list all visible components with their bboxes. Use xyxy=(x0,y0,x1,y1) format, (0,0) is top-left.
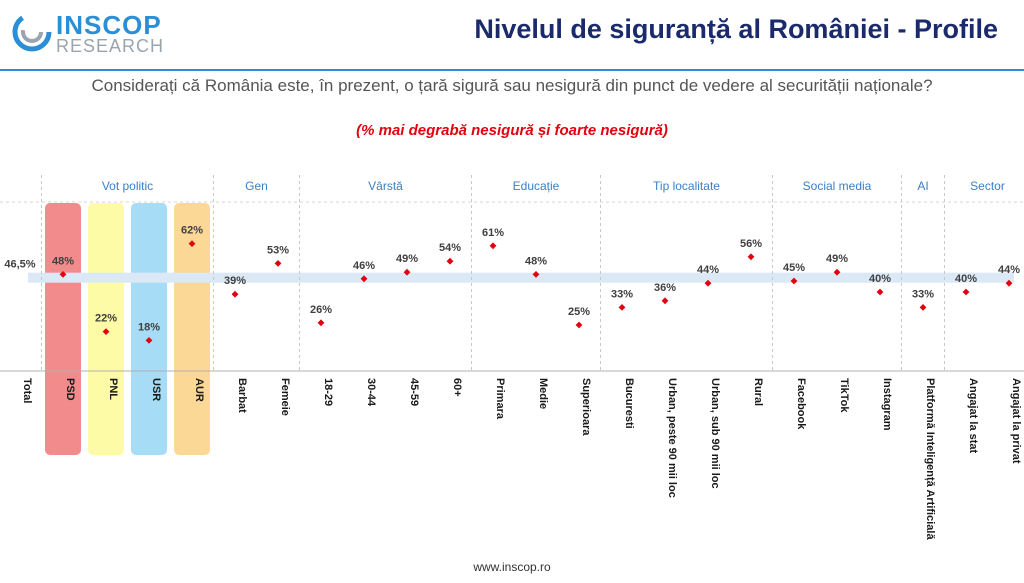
category-label: Superioara xyxy=(580,378,592,436)
data-label: 49% xyxy=(396,253,418,265)
data-label: 62% xyxy=(181,225,203,237)
category-label: AUR xyxy=(193,378,205,402)
category-label: PSD xyxy=(64,378,76,401)
category-label: Angajat la stat xyxy=(967,378,979,454)
data-label: 22% xyxy=(95,313,117,325)
profile-chart-svg: Vot politic Gen Vârstă Educație Tip localita… xyxy=(0,175,1024,540)
group-label: Tip localitate xyxy=(653,179,720,193)
data-point xyxy=(747,253,755,261)
group-label: Vot politic xyxy=(102,179,153,193)
page-title: Nivelul de siguranță al României - Profi… xyxy=(474,14,998,44)
category-label: 60+ xyxy=(451,378,463,397)
category-label: PNL xyxy=(107,378,119,400)
data-label: 33% xyxy=(912,288,934,300)
category-label: Primara xyxy=(494,378,506,420)
data-point xyxy=(575,321,583,329)
data-label: 44% xyxy=(998,264,1020,276)
group-label: AI xyxy=(917,179,928,193)
data-label: 46,5% xyxy=(4,259,35,271)
data-label: 61% xyxy=(482,227,504,239)
data-point xyxy=(317,319,325,327)
baseline-band xyxy=(28,272,1014,283)
data-label: 18% xyxy=(138,321,160,333)
category-label: Facebook xyxy=(795,378,807,430)
data-label: 44% xyxy=(697,264,719,276)
category-label: Platformă Inteligență Artificială xyxy=(924,378,936,540)
category-label: Medie xyxy=(537,378,549,409)
logo-wordmark-bottom: RESEARCH xyxy=(56,36,165,56)
data-point xyxy=(59,271,67,278)
data-label: 54% xyxy=(439,242,461,254)
category-label: Femeie xyxy=(279,378,291,416)
data-label: 40% xyxy=(869,273,891,285)
highlight-bar xyxy=(45,203,81,455)
data-point xyxy=(962,288,970,296)
category-label: Bucuresti xyxy=(623,378,635,429)
logo-swirl-icon xyxy=(12,12,52,52)
data-point xyxy=(274,260,282,267)
footer-url[interactable]: www.inscop.ro xyxy=(473,560,551,574)
data-point xyxy=(1005,279,1013,287)
data-point xyxy=(661,297,669,305)
data-point xyxy=(145,337,153,344)
data-point xyxy=(446,257,454,265)
data-point xyxy=(876,288,884,296)
chart-subtitle: (% mai degrabă nesigură și foarte nesigu… xyxy=(356,122,668,139)
category-label: TikTok xyxy=(838,378,850,413)
category-label: 45-59 xyxy=(408,378,420,406)
data-point xyxy=(919,304,927,311)
group-label: Gen xyxy=(245,179,268,193)
group-label: Social media xyxy=(803,179,872,193)
category-label: Instagram xyxy=(881,378,893,431)
data-label: 48% xyxy=(525,255,547,267)
survey-question: Considerați că România este, în prezent,… xyxy=(91,76,933,95)
data-point xyxy=(102,328,110,335)
data-point xyxy=(618,304,626,311)
data-label: 46% xyxy=(353,260,375,272)
group-label: Educație xyxy=(513,179,560,193)
category-label: 18-29 xyxy=(322,378,334,406)
profile-chart: Vot politic Gen Vârstă Educație Tip localita… xyxy=(0,170,1024,560)
category-label: Angajat la privat xyxy=(1010,378,1022,464)
category-label: USR xyxy=(150,378,162,401)
highlight-bar xyxy=(174,203,210,455)
data-label: 45% xyxy=(783,262,805,274)
data-point xyxy=(403,268,411,276)
data-label: 49% xyxy=(826,253,848,265)
data-point xyxy=(360,275,368,283)
data-label: 48% xyxy=(52,255,74,267)
data-label: 33% xyxy=(611,288,633,300)
data-label: 26% xyxy=(310,304,332,316)
category-label: Barbat xyxy=(236,378,248,413)
header-divider xyxy=(0,69,1024,71)
data-label: 53% xyxy=(267,244,289,256)
data-point xyxy=(704,279,712,287)
logo-wordmark-top: INSCOP xyxy=(56,10,162,40)
category-label: Urban, sub 90 mii loc xyxy=(709,378,721,489)
data-point xyxy=(231,290,239,298)
data-label: 36% xyxy=(654,282,676,294)
highlight-bar xyxy=(131,203,167,455)
data-label: 56% xyxy=(740,238,762,250)
data-label: 39% xyxy=(224,275,246,287)
category-label: Rural xyxy=(752,378,764,406)
data-label: 25% xyxy=(568,306,590,318)
group-label: Sector xyxy=(970,179,1005,193)
data-point xyxy=(489,242,497,250)
group-label: Vârstă xyxy=(368,179,403,193)
category-label: Urban, peste 90 mii loc xyxy=(666,378,678,498)
category-label: 30-44 xyxy=(365,378,377,407)
category-label: Total xyxy=(21,378,33,403)
inscop-logo: INSCOP RESEARCH xyxy=(12,8,182,60)
data-label: 40% xyxy=(955,273,977,285)
data-point xyxy=(833,268,841,276)
